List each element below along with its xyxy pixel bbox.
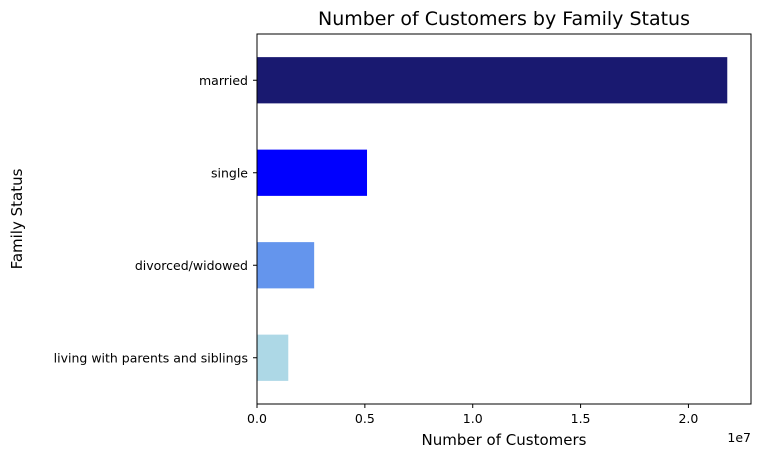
bar-group: [257, 57, 728, 381]
y-axis-label: Family Status: [8, 168, 26, 269]
y-tick-label: single: [211, 165, 248, 180]
x-tick-label: 1.0: [463, 411, 483, 426]
y-tick-label: living with parents and siblings: [54, 350, 248, 365]
bar-married: [257, 57, 728, 104]
x-axis-ticks: 0.0 0.5 1.0 1.5 2.0: [247, 404, 698, 426]
bar-single: [257, 149, 368, 196]
bar-divorced-widowed: [257, 242, 315, 289]
x-tick-label: 2.0: [678, 411, 698, 426]
plot-frame: [256, 33, 752, 405]
x-tick-label: 1.5: [571, 411, 591, 426]
y-tick-label: married: [199, 73, 248, 88]
x-axis-label: Number of Customers: [422, 431, 587, 449]
x-axis-offset-label: 1e7: [727, 430, 751, 445]
chart-title: Number of Customers by Family Status: [318, 8, 690, 30]
bar-living-with-parents-and-siblings: [257, 334, 289, 381]
x-tick-label: 0.5: [355, 411, 375, 426]
y-axis-ticks: married single divorced/widowed living with…: [54, 73, 257, 365]
y-tick-label: divorced/widowed: [135, 258, 248, 273]
x-tick-label: 0.0: [247, 411, 267, 426]
